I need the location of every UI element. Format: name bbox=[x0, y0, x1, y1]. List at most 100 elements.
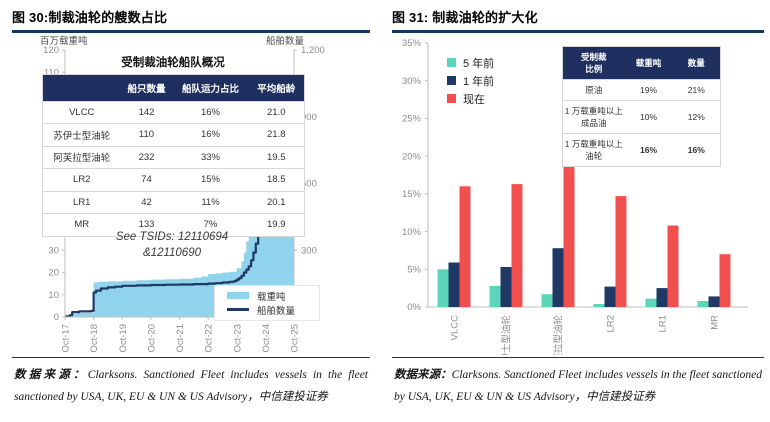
legend-label: 5 年前 bbox=[463, 57, 495, 70]
legend-item: 载重吨 bbox=[221, 289, 313, 303]
ratio-table-header-cell: 受制裁 比例 bbox=[562, 46, 625, 79]
category-label: 苏伊士型油轮 bbox=[501, 314, 513, 354]
bar-1yr-cat4 bbox=[656, 287, 668, 307]
right-tick-label: 1,200 bbox=[301, 45, 325, 56]
legend-swatch-icon bbox=[447, 94, 456, 103]
x-tick-label: Oct-23 bbox=[232, 324, 243, 353]
x-tick-label: Oct-20 bbox=[146, 324, 157, 353]
ratio-table-cell: 原油 bbox=[562, 78, 625, 100]
bar-now-cat2 bbox=[563, 57, 575, 307]
x-tick-label: Oct-25 bbox=[290, 324, 301, 353]
fleet-table-cell: 232 bbox=[120, 145, 173, 169]
left-axis-title: 百万载重吨 bbox=[40, 35, 88, 47]
fleet-table-cell: 11% bbox=[172, 190, 249, 214]
ratio-table-cell: 12% bbox=[672, 99, 721, 133]
fleet-table-cell: MR bbox=[42, 213, 121, 236]
bar-now-cat3 bbox=[615, 195, 627, 307]
category-label: 阿芙拉型油轮 bbox=[553, 314, 565, 354]
right-axis-title: 船舶数量 bbox=[266, 35, 305, 47]
fleet-table-cell: 19.9 bbox=[248, 213, 305, 236]
right-tick-label: 600 bbox=[301, 178, 317, 189]
sanction-ratio-table: 受制裁 比例 载重吨 数量 原油 19% 21% 1 万载重吨以上 成品油 10% 12% 1 万… bbox=[562, 45, 721, 167]
fleet-table-cell: VLCC bbox=[42, 100, 121, 124]
sanctioned-tanker-trend-chart: 010203040506070809010011012003006009001,… bbox=[12, 33, 370, 355]
left-tick-label: 10 bbox=[48, 289, 59, 300]
legend-label: 船舶数量 bbox=[257, 305, 296, 317]
y-tick-label: 30% bbox=[402, 75, 422, 86]
ratio-table-cell: 16% bbox=[672, 132, 721, 166]
y-tick-label: 20% bbox=[402, 151, 422, 162]
bar-now-cat0 bbox=[459, 185, 471, 307]
figure-30-panel: 图 30:制裁油轮的艘数占比 0102030405060708090100110… bbox=[12, 0, 370, 409]
title-rule bbox=[12, 30, 370, 33]
fleet-table-header-cell: 平均船龄 bbox=[248, 74, 305, 101]
legend-item: 现在 bbox=[447, 90, 494, 108]
fleet-table-cell: 42 bbox=[120, 190, 173, 214]
bar-1yr-cat1 bbox=[500, 266, 512, 307]
fleet-table-cell: 阿芙拉型油轮 bbox=[42, 145, 121, 169]
footer-divider bbox=[392, 356, 764, 358]
fleet-table-row: 阿芙拉型油轮 232 33% 19.5 bbox=[42, 145, 305, 169]
y-tick-label: 35% bbox=[402, 38, 422, 49]
x-tick-label: Oct-17 bbox=[61, 324, 72, 353]
bar-5yr-cat0 bbox=[437, 268, 449, 307]
data-source-label: 数据来源： bbox=[394, 369, 452, 381]
data-source-label: 数据来源： bbox=[14, 369, 88, 381]
data-source-note: 数据来源：Clarksons. Sanctioned Fleet include… bbox=[14, 364, 368, 409]
fleet-table-cell: LR1 bbox=[42, 190, 121, 214]
legend-swatch-icon bbox=[447, 76, 456, 85]
legend-swatch-icon bbox=[447, 58, 456, 67]
x-tick-label: Oct-22 bbox=[204, 324, 215, 353]
bar-1yr-cat0 bbox=[448, 262, 460, 307]
fleet-table-cell: 33% bbox=[172, 145, 249, 169]
y-tick-label: 15% bbox=[402, 189, 422, 200]
tsid-annotation: See TSIDs: 12110694 &12110690 bbox=[115, 230, 229, 260]
left-tick-label: 0 bbox=[54, 312, 59, 323]
x-tick-label: Oct-18 bbox=[89, 324, 100, 353]
footer-divider bbox=[12, 356, 370, 358]
bar-1yr-cat5 bbox=[708, 295, 720, 307]
ratio-table-cell: 16% bbox=[624, 132, 673, 166]
fleet-table-header-cell: 船队运力占比 bbox=[172, 74, 249, 101]
y-tick-label: 10% bbox=[402, 226, 422, 237]
fleet-table-row: MR 133 7% 19.9 bbox=[42, 213, 305, 236]
fleet-table-cell: 15% bbox=[172, 168, 249, 191]
bar-1yr-cat3 bbox=[604, 286, 616, 307]
area-swatch-icon bbox=[227, 292, 249, 299]
y-tick-label: 5% bbox=[407, 264, 421, 275]
legend-label: 载重吨 bbox=[257, 291, 286, 303]
fleet-overview-table: 受制裁油轮船队概况 船只数量 船队运力占比 平均船龄 VLCC 142 16% 21.0 苏伊士… bbox=[42, 54, 305, 237]
x-tick-label: Oct-21 bbox=[175, 324, 186, 353]
data-source-note: 数据来源：Clarksons. Sanctioned Fleet include… bbox=[394, 364, 762, 409]
legend-item: 1 年前 bbox=[447, 72, 494, 90]
right-tick-label: 300 bbox=[301, 245, 317, 256]
category-label: LR1 bbox=[658, 315, 669, 332]
bar-5yr-cat4 bbox=[645, 298, 657, 307]
bar-now-cat5 bbox=[719, 253, 731, 307]
fleet-table-cell: 19.5 bbox=[248, 145, 305, 169]
figure-31-panel: 图 31: 制裁油轮的扩大化 0% 5% 10% 15% 20% 25% 30% 35% VLC… bbox=[392, 0, 764, 409]
ratio-table-cell: 1 万载重吨以上 油轮 bbox=[562, 132, 625, 166]
legend-item: 船舶数量 bbox=[221, 303, 313, 317]
ratio-table-cell: 21% bbox=[672, 78, 721, 100]
category-label: LR2 bbox=[606, 315, 617, 332]
bar-chart-svg: 0% 5% 10% 15% 20% 25% 30% 35% VLCC 苏伊士型油轮 阿芙拉型油轮 LR… bbox=[402, 38, 748, 355]
fleet-table-cell: LR2 bbox=[42, 168, 121, 191]
title-rule bbox=[392, 30, 764, 33]
left-tick-label: 30 bbox=[48, 245, 59, 256]
legend-item: 5 年前 bbox=[447, 54, 494, 72]
line-swatch-icon bbox=[227, 308, 249, 311]
fleet-table-cell: 110 bbox=[120, 123, 173, 146]
ratio-table-row: 原油 19% 21% bbox=[562, 78, 721, 100]
fleet-table-row: VLCC 142 16% 21.0 bbox=[42, 100, 305, 124]
ratio-table-header-cell: 数量 bbox=[672, 46, 721, 79]
legend-label: 1 年前 bbox=[463, 75, 495, 88]
fleet-table-cell: 16% bbox=[172, 100, 249, 124]
bar-1yr-cat2 bbox=[552, 247, 564, 307]
bar-now-cat4 bbox=[667, 225, 679, 307]
legend-label: 现在 bbox=[463, 93, 485, 106]
fleet-table-cell: 20.1 bbox=[248, 190, 305, 214]
data-source-text: Clarksons. Sanctioned Fleet includes ves… bbox=[14, 369, 369, 404]
fleet-table-cell: 21.8 bbox=[248, 123, 305, 146]
fleet-table-cell: 苏伊士型油轮 bbox=[42, 123, 121, 146]
